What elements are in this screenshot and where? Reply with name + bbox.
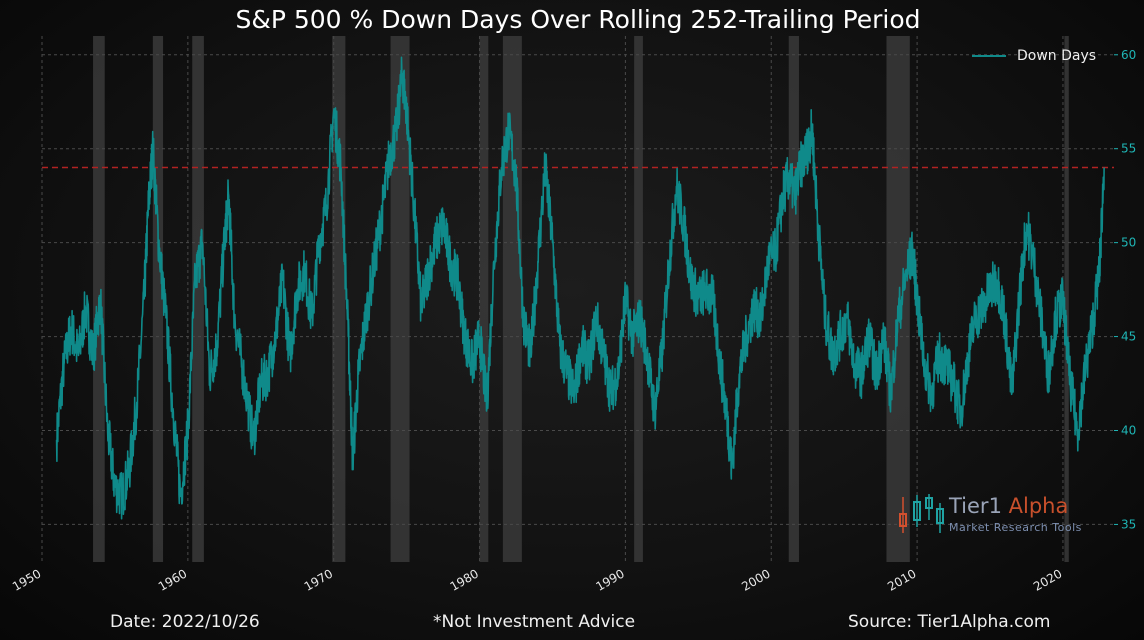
logo-name-tier1: Tier1	[949, 494, 1002, 518]
y-tick-label-40: 40	[1121, 424, 1136, 438]
y-tick-label-35: 35	[1121, 517, 1136, 531]
x-tick-label-2010: 2010	[885, 566, 918, 593]
shaded-period-6	[479, 36, 489, 562]
recession-bands	[93, 36, 1069, 562]
x-tick-label-1970: 1970	[302, 566, 335, 593]
logo-name-alpha: Alpha	[1008, 494, 1069, 518]
x-tick-label-1950: 1950	[10, 566, 43, 593]
series-down-days	[55, 56, 1105, 520]
legend-swatch-down-days	[972, 55, 1006, 57]
footer-source: Source: Tier1Alpha.com	[848, 612, 1051, 632]
shaded-period-8	[634, 36, 643, 562]
shaded-period-3	[192, 36, 204, 562]
y-tick-label-45: 45	[1121, 330, 1136, 344]
legend: Down Days	[972, 48, 1096, 64]
legend-label-down-days: Down Days	[1017, 48, 1097, 64]
logo-tagline: Market Research Tools	[949, 521, 1082, 534]
logo-wordmark: Tier1 Alpha	[949, 494, 1068, 518]
x-tick-label-2000: 2000	[739, 566, 772, 593]
footer-disclaimer: *Not Investment Advice	[433, 612, 636, 632]
x-tick-label-1960: 1960	[156, 566, 189, 593]
series-line-1	[55, 56, 1105, 520]
footer-date: Date: 2022/10/26	[110, 612, 260, 632]
tier1alpha-logo: Tier1 Alpha Market Research Tools	[897, 494, 1081, 538]
grid-lines	[41, 36, 1114, 562]
y-tick-label-50: 50	[1121, 236, 1136, 250]
candlestick-logo-icon	[899, 494, 944, 533]
shaded-period-11	[1064, 36, 1069, 562]
chart-title: S&P 500 % Down Days Over Rolling 252-Tra…	[235, 5, 920, 34]
y-tick-label-55: 55	[1121, 142, 1136, 156]
shaded-period-2	[152, 36, 164, 562]
x-tick-label-2020: 2020	[1031, 566, 1064, 593]
shaded-period-9	[788, 36, 799, 562]
x-tick-label-1990: 1990	[593, 566, 626, 593]
y-tick-label-60: 60	[1121, 48, 1136, 62]
shaded-period-7	[502, 36, 522, 562]
x-tick-label-1980: 1980	[448, 566, 481, 593]
